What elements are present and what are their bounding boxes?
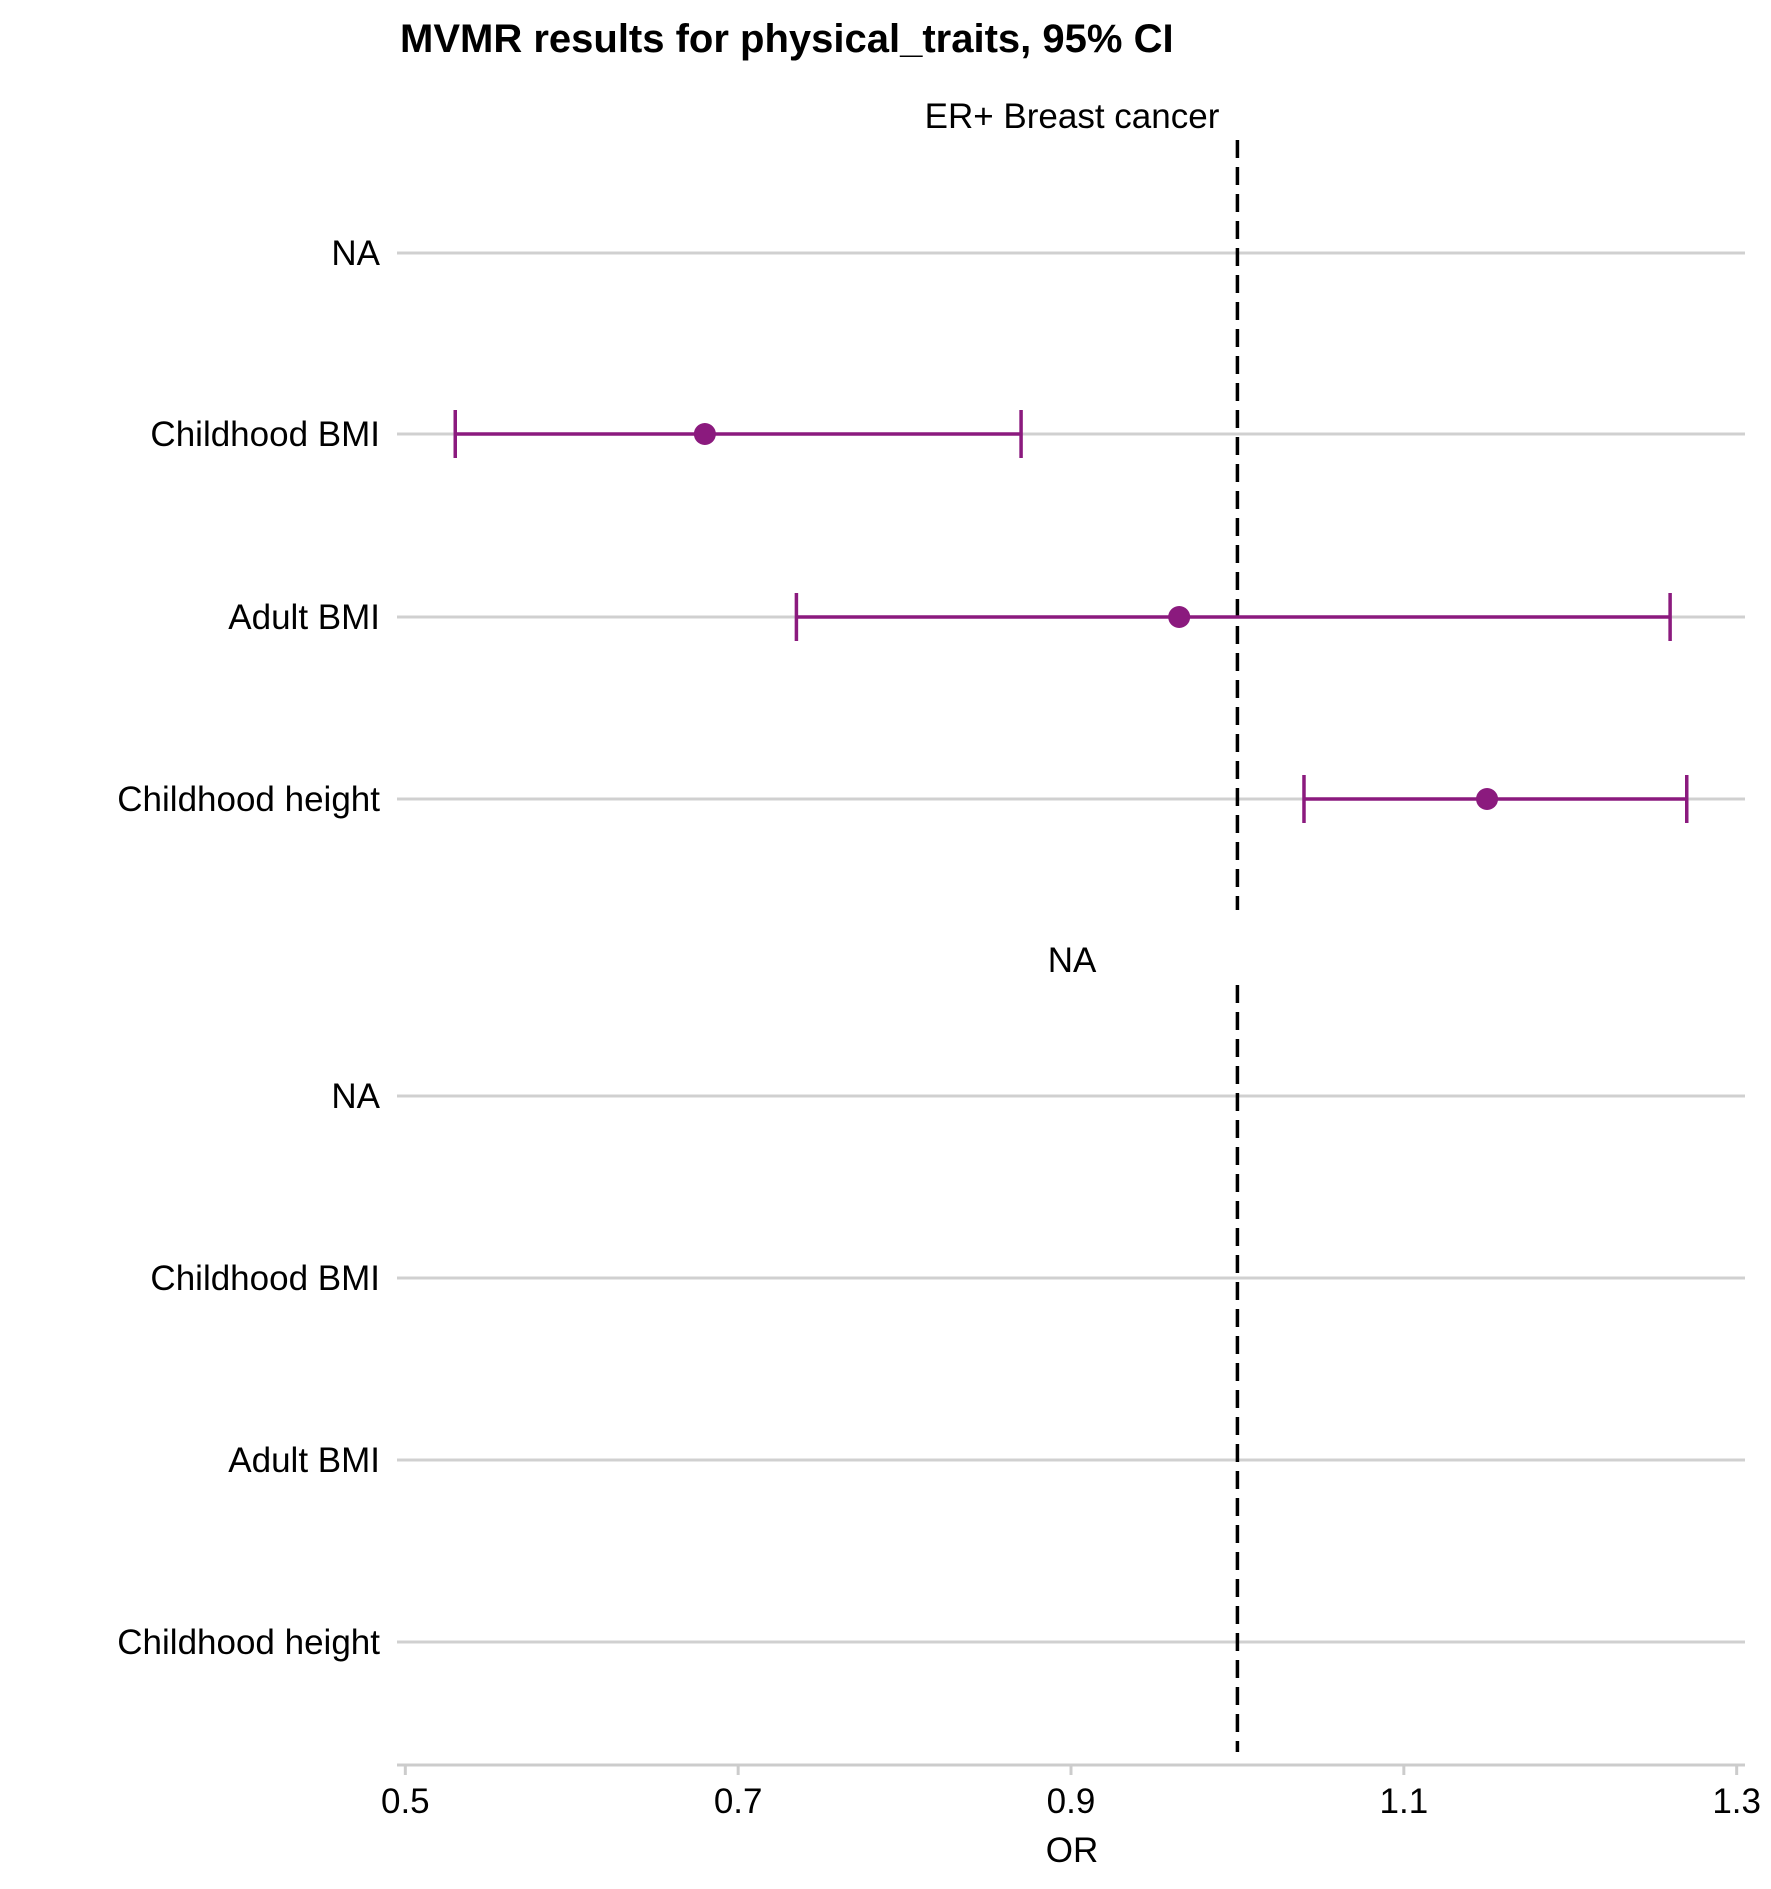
facet-label: ER+ Breast cancer — [925, 97, 1220, 136]
row-label: Childhood height — [117, 1623, 380, 1662]
estimate-point — [1168, 606, 1191, 628]
row-label: NA — [331, 234, 380, 273]
estimate-point — [1476, 788, 1499, 810]
row-label: Childhood BMI — [150, 1259, 380, 1298]
x-tick-label: 1.3 — [1712, 1782, 1761, 1821]
x-axis-title: OR — [1046, 1831, 1099, 1870]
x-tick-label: 1.1 — [1380, 1782, 1429, 1821]
x-tick-label: 0.9 — [1047, 1782, 1096, 1821]
row-label: Childhood BMI — [150, 415, 380, 454]
facet-label: NA — [1048, 941, 1097, 980]
estimate-point — [693, 423, 716, 445]
x-axis: 0.5 0.7 0.9 1.1 1.3 — [381, 1763, 1761, 1821]
chart-title: MVMR results for physical_traits, 95% CI — [400, 17, 1174, 61]
row-label: Adult BMI — [228, 598, 380, 637]
row-label: Adult BMI — [228, 1441, 380, 1480]
row-label: Childhood height — [117, 780, 380, 819]
facet-panel: ER+ Breast cancer NA Childhood BMI Adult BM… — [117, 97, 1745, 910]
x-tick-label: 0.7 — [714, 1782, 763, 1821]
facet-panel: NA NA Childhood BMI Adult BMI Childhood heig… — [117, 941, 1745, 1752]
x-tick-label: 0.5 — [381, 1782, 430, 1821]
row-label: NA — [331, 1077, 380, 1116]
facet-panels: ER+ Breast cancer NA Childhood BMI Adult BM… — [117, 97, 1745, 1752]
